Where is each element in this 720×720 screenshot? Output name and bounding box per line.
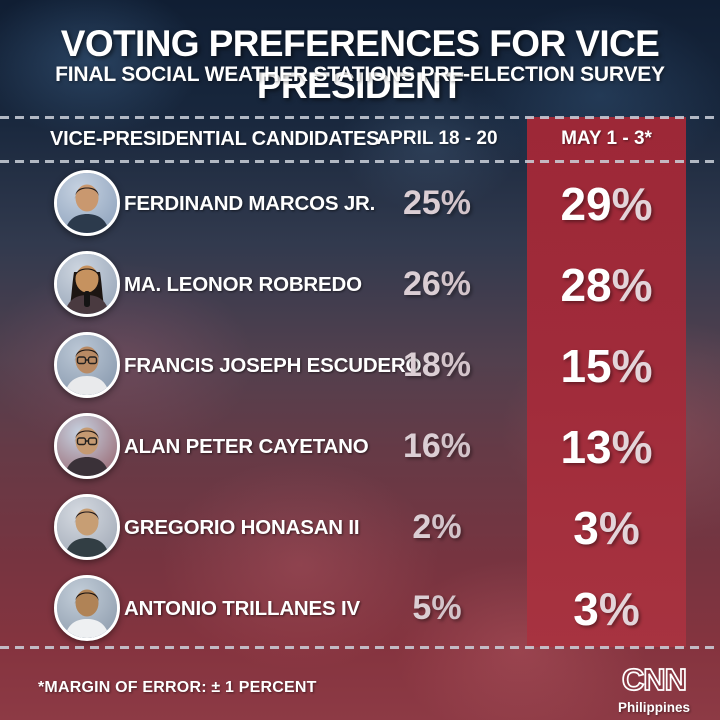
may-percentage-value: 15 <box>560 339 612 392</box>
may-highlight-column <box>527 117 686 647</box>
april-percentage: 25% <box>362 163 512 244</box>
percent-sign: % <box>611 339 653 392</box>
may-percentage: 28% <box>527 244 686 325</box>
may-percentage-value: 3 <box>573 501 599 554</box>
april-percentage: 26% <box>362 244 512 325</box>
may-percentage-value: 3 <box>573 582 599 635</box>
candidate-row: ALAN PETER CAYETANO 16% 13% <box>0 406 720 487</box>
percent-sign: % <box>611 177 653 230</box>
cnn-philippines-logo: CNN Philippines <box>614 660 694 715</box>
candidate-name: MA. LEONOR ROBREDO <box>124 272 362 296</box>
dashed-divider-top <box>0 116 720 119</box>
page-title: VOTING PREFERENCES FOR VICE PRESIDENT <box>60 23 660 106</box>
candidate-row: FERDINAND MARCOS JR. 25% 29% <box>0 163 720 244</box>
april-percentage-value: 16 <box>402 427 441 465</box>
candidate-name: FERDINAND MARCOS JR. <box>124 191 376 215</box>
april-percentage: 18% <box>362 325 512 406</box>
percent-sign: % <box>431 589 462 627</box>
april-percentage-value: 18 <box>402 346 441 384</box>
table-header: VICE-PRESIDENTIAL CANDIDATES APRIL 18 - … <box>0 118 720 160</box>
page-subtitle: FINAL SOCIAL WEATHER STATIONS PRE-ELECTI… <box>55 63 665 86</box>
may-percentage-value: 29 <box>560 177 612 230</box>
may-percentage: 29% <box>527 163 686 244</box>
cnn-logo-region-text: Philippines <box>617 700 690 715</box>
column-header-april: APRIL 18 - 20 <box>376 128 498 149</box>
may-percentage: 15% <box>527 325 686 406</box>
may-percentage-value: 28 <box>560 258 612 311</box>
cnn-logo-text: CNN <box>622 662 686 697</box>
column-header-may: MAY 1 - 3* <box>561 128 652 149</box>
candidate-photo <box>54 170 120 236</box>
candidate-rows: FERDINAND MARCOS JR. 25% 29% MA. LEONOR … <box>0 163 720 649</box>
dashed-divider-header <box>0 160 720 163</box>
may-percentage: 3% <box>527 568 686 649</box>
candidate-photo <box>54 332 120 398</box>
candidate-name: FRANCIS JOSEPH ESCUDERO <box>124 353 422 377</box>
percent-sign: % <box>440 427 472 465</box>
cnn-logo-icon: CNN <box>621 661 688 698</box>
april-percentage-value: 5 <box>412 589 432 627</box>
candidate-row: GREGORIO HONASAN II 2% 3% <box>0 487 720 568</box>
candidate-name: ALAN PETER CAYETANO <box>124 434 369 458</box>
dashed-divider-bottom <box>0 646 720 649</box>
candidate-avatar-graphic <box>57 254 117 314</box>
candidate-photo <box>54 575 120 641</box>
candidate-row: FRANCIS JOSEPH ESCUDERO 18% 15% <box>0 325 720 406</box>
column-header-candidates: VICE-PRESIDENTIAL CANDIDATES <box>50 128 380 150</box>
candidate-avatar-graphic <box>57 335 117 395</box>
candidate-avatar-graphic <box>57 416 117 476</box>
candidate-avatar-graphic <box>57 173 117 233</box>
april-percentage: 2% <box>362 487 512 568</box>
april-percentage: 16% <box>362 406 512 487</box>
april-percentage: 5% <box>362 568 512 649</box>
percent-sign: % <box>440 184 472 222</box>
percent-sign: % <box>598 501 640 554</box>
candidate-name: GREGORIO HONASAN II <box>124 515 360 539</box>
percent-sign: % <box>440 265 472 303</box>
margin-of-error-note: *MARGIN OF ERROR: ± 1 PERCENT <box>38 679 317 696</box>
candidate-row: ANTONIO TRILLANES IV 5% 3% <box>0 568 720 649</box>
percent-sign: % <box>598 582 640 635</box>
candidate-photo <box>54 413 120 479</box>
percent-sign: % <box>431 508 462 546</box>
april-percentage-value: 25 <box>402 184 441 222</box>
candidate-avatar-graphic <box>57 578 117 638</box>
may-percentage-value: 13 <box>560 420 612 473</box>
april-percentage-value: 26 <box>402 265 441 303</box>
percent-sign: % <box>440 346 472 384</box>
candidate-photo <box>54 494 120 560</box>
candidate-name: ANTONIO TRILLANES IV <box>124 596 360 620</box>
percent-sign: % <box>611 258 653 311</box>
may-percentage: 3% <box>527 487 686 568</box>
may-percentage: 13% <box>527 406 686 487</box>
candidate-avatar-graphic <box>57 497 117 557</box>
candidate-row: MA. LEONOR ROBREDO 26% 28% <box>0 244 720 325</box>
percent-sign: % <box>611 420 653 473</box>
candidate-photo <box>54 251 120 317</box>
april-percentage-value: 2 <box>412 508 432 546</box>
